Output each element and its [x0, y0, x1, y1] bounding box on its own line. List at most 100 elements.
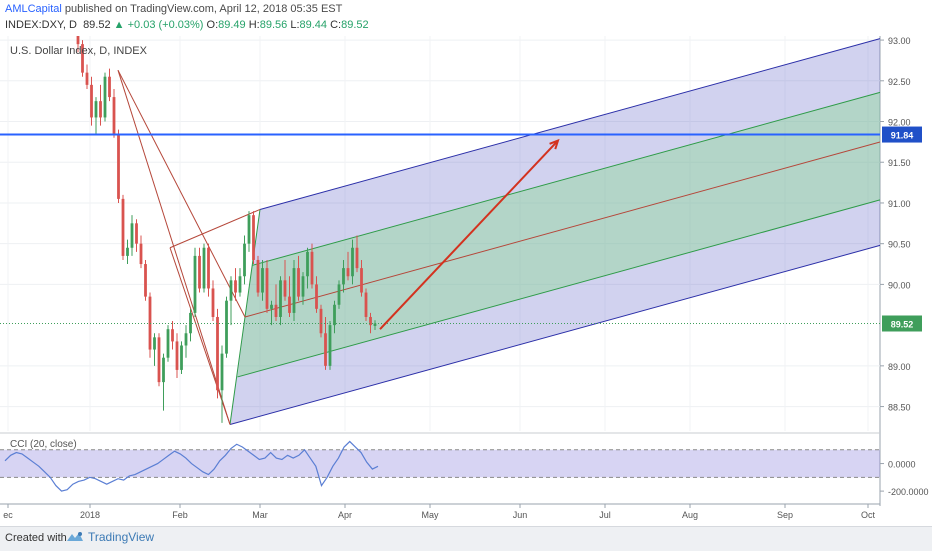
zigzag-leg-line — [169, 209, 261, 249]
candle-body — [166, 329, 170, 358]
last-price-tag — [882, 315, 922, 332]
candle-body — [85, 72, 89, 85]
candle-body — [175, 341, 179, 370]
candle-body — [279, 280, 282, 317]
candle-body — [229, 280, 233, 301]
price-tick-label: 90.00 — [888, 280, 911, 290]
candle-body — [355, 247, 359, 269]
tradingview-brand[interactable]: TradingView — [66, 530, 154, 544]
time-tick-label: 2018 — [80, 510, 100, 520]
tradingview-logo-icon — [67, 532, 83, 541]
last-price-label: 89.52 — [891, 319, 914, 329]
zigzag-leg-line — [117, 70, 231, 425]
candle-body — [261, 268, 264, 293]
level-lines: 91.84 89.52 — [0, 126, 922, 332]
candle-body — [220, 353, 224, 391]
published-text: published on TradingView.com, April 12, … — [64, 3, 343, 15]
candle-body — [216, 316, 219, 391]
pitchfork-inner-lower-line — [237, 199, 881, 378]
candle-body — [328, 325, 332, 366]
time-tick-label: May — [421, 510, 439, 520]
candle-body — [139, 243, 143, 265]
candle-body — [346, 268, 350, 277]
candle-body — [324, 333, 327, 366]
candle-body — [157, 337, 161, 383]
candle-body — [301, 276, 305, 297]
candle-body — [364, 292, 368, 317]
author-link[interactable]: AMLCapital — [5, 3, 62, 15]
price-tick-label: 88.50 — [888, 403, 911, 413]
candle-body — [81, 44, 84, 73]
price-tick-label: 92.50 — [888, 77, 911, 87]
time-tick-label: Feb — [172, 510, 188, 520]
pitchfork-upper-line — [259, 38, 881, 210]
open-value: 89.49 — [218, 19, 246, 31]
candle-body — [243, 243, 246, 277]
candle-body — [270, 304, 273, 309]
high-label: H: — [248, 19, 260, 31]
candle-body — [234, 280, 237, 293]
time-axis[interactable]: ec 2018 Feb Mar Apr May Jun Jul Aug Sep Oct — [3, 504, 875, 520]
candle-body — [315, 284, 318, 309]
candle-body — [121, 198, 125, 256]
candle-body — [265, 268, 269, 309]
projection-arrowhead — [549, 138, 560, 150]
time-tick-label: Mar — [252, 510, 268, 520]
candle-body — [252, 215, 255, 260]
candle-body — [90, 84, 93, 118]
candle-body — [306, 251, 309, 277]
price-tick-label: 92.00 — [888, 118, 911, 128]
candle-body — [144, 264, 147, 297]
change-value: +0.03 (+0.03%) — [127, 19, 204, 31]
publish-line: AMLCapital published on TradingView.com,… — [5, 3, 342, 15]
cci-panel — [0, 440, 880, 492]
candle-body — [135, 223, 138, 244]
candle-body — [319, 308, 323, 334]
pitchfork-inner-band — [237, 92, 880, 377]
price-tick-label: 89.00 — [888, 362, 911, 372]
time-tick-label: Jun — [513, 510, 528, 520]
candle-body — [180, 345, 183, 370]
candle-body — [103, 76, 107, 118]
time-tick-label: Jul — [599, 510, 611, 520]
candle-body — [288, 296, 291, 313]
open-label: O: — [206, 19, 219, 31]
pitchfork-drawing — [117, 38, 881, 425]
time-tick-label: ec — [3, 510, 13, 520]
close-label: C: — [330, 19, 342, 31]
candle-body — [112, 97, 116, 134]
candle-body — [193, 255, 197, 313]
candle-body — [283, 280, 287, 297]
price-tick-label: 91.50 — [888, 158, 911, 168]
candle-body — [198, 255, 201, 289]
cci-title: CCI (20, close) — [10, 439, 77, 450]
level-price-tag — [882, 126, 922, 143]
price-tick-label: 90.50 — [888, 240, 911, 250]
chart-area[interactable]: 91.84 89.52 U.S. Dollar Index, D, INDEX C… — [0, 36, 932, 526]
close-value: 89.52 — [341, 19, 369, 31]
price-axis[interactable]: 93.00 92.50 92.00 91.50 91.00 90.50 90.00 89.00… — [880, 36, 929, 497]
footer-bar: Created with TradingView — [0, 526, 932, 551]
last-price: 89.52 — [83, 19, 111, 31]
price-tick-label: 93.00 — [888, 36, 911, 46]
candle-body — [247, 215, 251, 244]
low-value: 89.44 — [299, 19, 328, 31]
candle-body — [76, 36, 80, 45]
candle-body — [238, 276, 242, 293]
price-tick-label: 91.00 — [888, 199, 911, 209]
low-label: L: — [290, 19, 300, 31]
candle-body — [297, 268, 300, 297]
symbol-label: INDEX:DXY, D — [5, 19, 77, 31]
tradingview-brand-label[interactable]: TradingView — [88, 530, 155, 544]
candle-body — [99, 101, 102, 118]
candle-body — [333, 304, 336, 326]
cci-line — [4, 440, 379, 492]
zigzag-leg-line — [169, 247, 231, 425]
candle-body — [153, 337, 156, 350]
candle-body — [108, 76, 111, 98]
candle-body — [162, 357, 165, 383]
time-tick-label: Apr — [338, 510, 352, 520]
pitchfork-lower-line — [229, 244, 881, 425]
candle-body — [117, 133, 120, 199]
candle-body — [94, 101, 98, 118]
